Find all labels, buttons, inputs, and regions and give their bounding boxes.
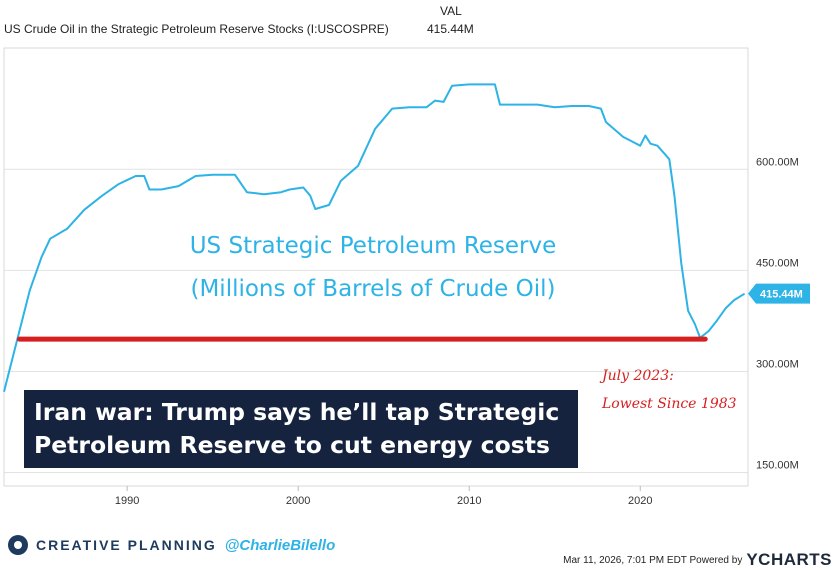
last-value-badge: [748, 283, 810, 304]
x-tick-label: 2010: [457, 495, 481, 507]
last-value-label: 415.44M: [760, 289, 803, 301]
twitter-handle[interactable]: @CharlieBilello: [224, 536, 336, 554]
annotation-title-line1: US Strategic Petroleum Reserve: [190, 233, 557, 259]
y-tick-label: 150.00M: [756, 460, 799, 472]
series-value: 415.44M: [427, 22, 474, 36]
series-line: [3, 83, 746, 392]
annotation-title-line2: (Millions of Barrels of Crude Oil): [190, 276, 555, 302]
plot-frame: [3, 47, 749, 487]
banner-line2: Petroleum Reserve to cut energy costs: [34, 431, 550, 459]
timestamp: Mar 11, 2026, 7:01 PM EDT Powered by: [563, 554, 743, 566]
ycharts-logo[interactable]: YCHARTS: [746, 550, 832, 569]
footer-brand: CREATIVE PLANNING @CharlieBilello: [8, 535, 335, 555]
annotation-low-line1: July 2023:: [599, 368, 674, 384]
grid-layer: 150.00M 300.00M 450.00M 600.00M 1990 2000 2010…: [3, 47, 799, 507]
column-label: VAL: [440, 4, 462, 18]
creative-planning-logo-icon: [8, 535, 28, 555]
x-tick-label: 2020: [628, 495, 652, 507]
y-tick-label: 600.00M: [756, 156, 799, 168]
series-title: US Crude Oil in the Strategic Petroleum …: [4, 22, 389, 36]
series-layer: 415.44M: [3, 83, 810, 392]
brand-name: CREATIVE PLANNING: [36, 537, 217, 553]
banner-line1: Iran war: Trump says he’ll tap Strategic: [34, 398, 560, 426]
x-tick-label: 2000: [286, 495, 310, 507]
footer-attribution: Mar 11, 2026, 7:01 PM EDT Powered by YCH…: [563, 550, 832, 570]
y-tick-label: 450.00M: [756, 257, 799, 269]
y-tick-label: 300.00M: [756, 358, 799, 370]
x-tick-label: 1990: [115, 495, 139, 507]
annotation-low-line2: Lowest Since 1983: [601, 396, 737, 412]
news-banner: Iran war: Trump says he’ll tap Strategic…: [24, 390, 578, 468]
